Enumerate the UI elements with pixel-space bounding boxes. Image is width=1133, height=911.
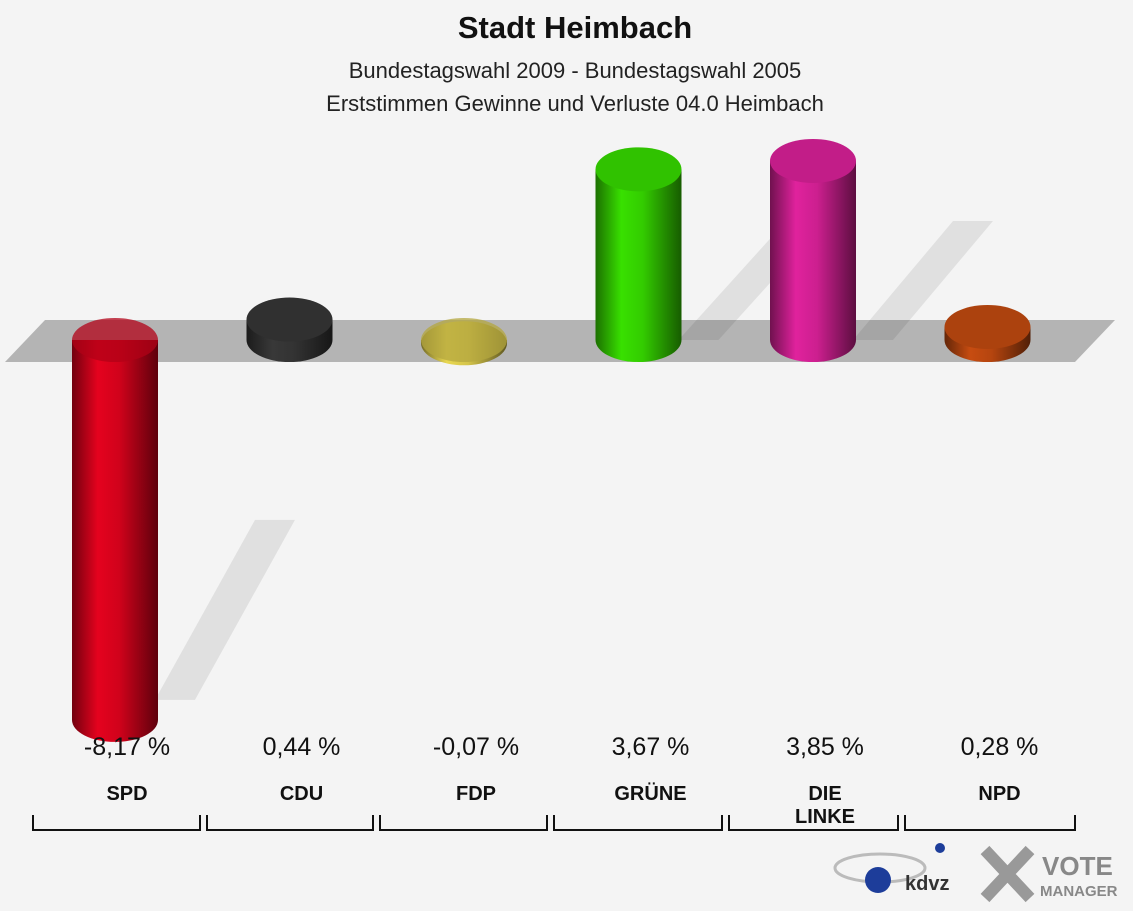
x-tick-label: DIE LINKE <box>795 783 855 828</box>
category-brackets <box>32 815 1076 831</box>
x-tick-label: GRÜNE <box>614 783 687 805</box>
logo-text: MANAGER <box>1040 883 1118 900</box>
chart-subtitle: Bundestagswahl 2009 - Bundestagswahl 200… <box>349 58 802 83</box>
bar-top <box>246 297 333 342</box>
bar-top <box>72 318 158 362</box>
x-tick-label: NPD <box>978 783 1021 805</box>
value-label: 0,28 % <box>960 733 1039 761</box>
bar-shadow <box>155 519 295 700</box>
bar <box>72 340 158 720</box>
bar-top <box>770 138 856 183</box>
value-label: -8,17 % <box>83 733 171 761</box>
chart-title: Stadt Heimbach <box>458 10 692 45</box>
bar-top <box>944 304 1031 349</box>
bar-top <box>595 147 682 192</box>
value-label: 0,44 % <box>262 733 341 761</box>
value-label: 3,67 % <box>611 733 690 761</box>
logo-ball <box>935 843 945 853</box>
bar-shadow <box>853 220 993 340</box>
value-label: -0,07 % <box>432 733 520 761</box>
logo-ball <box>865 867 891 893</box>
logo-text: kdvz <box>905 873 949 895</box>
bar-top <box>421 318 507 362</box>
chart-subtitle: Erststimmen Gewinne und Verluste 04.0 He… <box>326 91 824 116</box>
x-tick-label: SPD <box>106 783 148 805</box>
bar <box>595 169 682 340</box>
logo-text: VOTE <box>1042 851 1113 881</box>
bar <box>770 160 856 340</box>
logo-cross <box>980 845 1035 903</box>
value-label: 3,85 % <box>786 733 864 761</box>
x-tick-label: CDU <box>279 783 324 805</box>
x-tick-label: FDP <box>456 783 496 805</box>
